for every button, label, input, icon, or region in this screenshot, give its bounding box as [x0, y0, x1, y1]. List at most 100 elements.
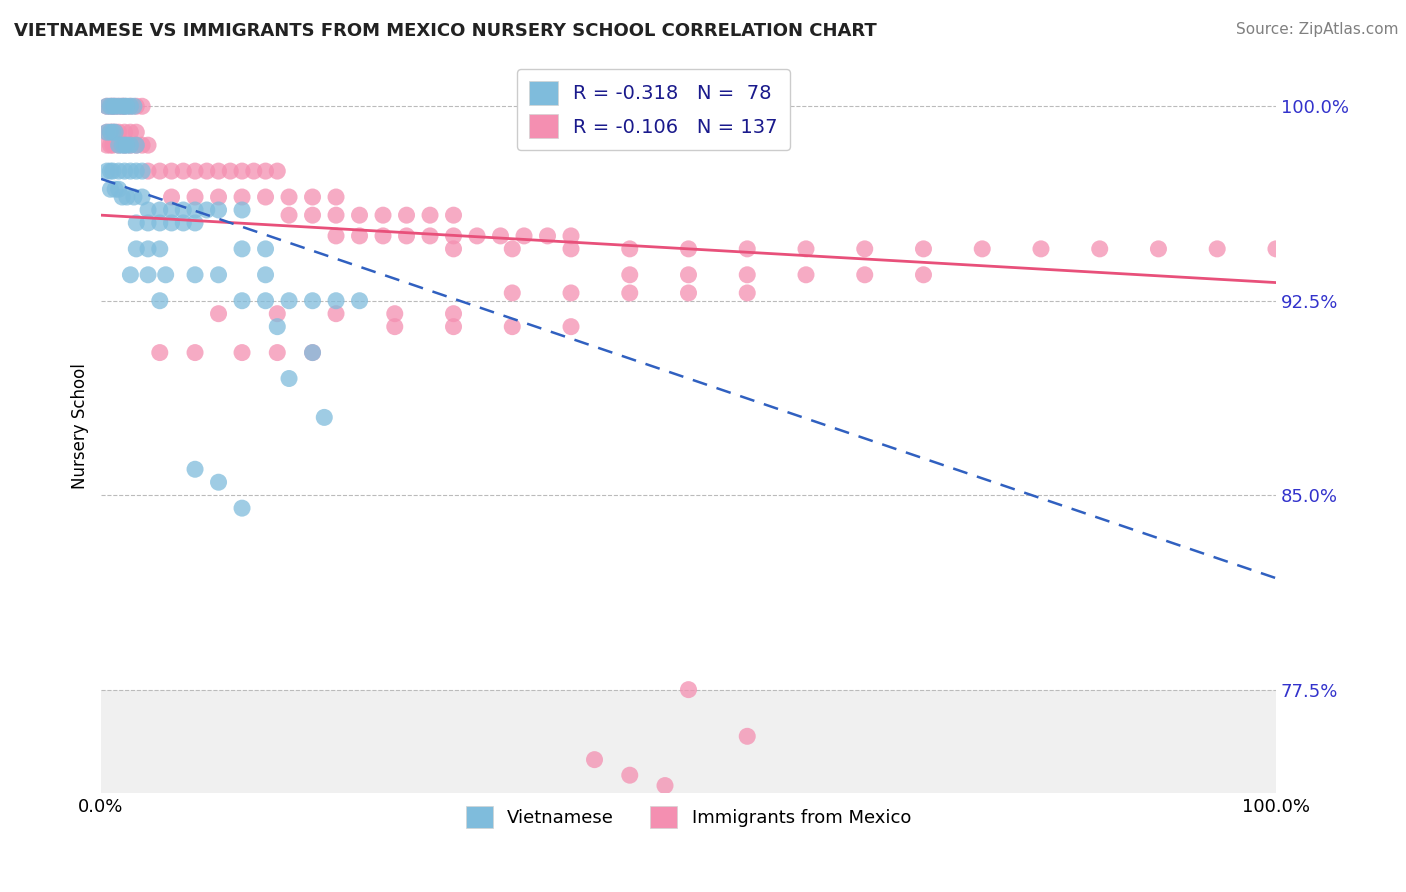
Point — [107, 99, 129, 113]
Point — [120, 268, 142, 282]
Point — [254, 190, 277, 204]
Point — [155, 268, 177, 282]
Point — [254, 293, 277, 308]
Point — [243, 164, 266, 178]
Point — [419, 228, 441, 243]
Point — [136, 138, 159, 153]
Point — [395, 228, 418, 243]
Point — [619, 768, 641, 782]
Legend: Vietnamese, Immigrants from Mexico: Vietnamese, Immigrants from Mexico — [458, 799, 918, 836]
Point — [125, 125, 148, 139]
Point — [1088, 242, 1111, 256]
Point — [853, 242, 876, 256]
Point — [96, 138, 118, 153]
Point — [325, 228, 347, 243]
Point — [349, 293, 371, 308]
Point — [678, 285, 700, 300]
Point — [136, 164, 159, 178]
Point — [395, 208, 418, 222]
Point — [384, 319, 406, 334]
Point — [96, 164, 118, 178]
Point — [100, 125, 122, 139]
Point — [184, 345, 207, 359]
Point — [619, 242, 641, 256]
Point — [443, 242, 465, 256]
Point — [115, 190, 138, 204]
Point — [104, 125, 127, 139]
Point — [349, 208, 371, 222]
Point — [160, 202, 183, 217]
Point — [115, 99, 138, 113]
Point — [149, 202, 172, 217]
Point — [120, 138, 142, 153]
Point — [104, 99, 127, 113]
Point — [278, 208, 301, 222]
Point — [301, 293, 323, 308]
Point — [301, 345, 323, 359]
Point — [131, 99, 153, 113]
Point — [678, 242, 700, 256]
Point — [131, 190, 153, 204]
Point — [325, 293, 347, 308]
Point — [443, 319, 465, 334]
Point — [619, 268, 641, 282]
Point — [513, 228, 536, 243]
Point — [278, 293, 301, 308]
Point — [111, 138, 134, 153]
Point — [107, 138, 129, 153]
Point — [266, 319, 288, 334]
Point — [120, 164, 142, 178]
Point — [131, 138, 153, 153]
Point — [101, 164, 124, 178]
Point — [207, 202, 229, 217]
Point — [501, 319, 523, 334]
Point — [136, 202, 159, 217]
Point — [195, 202, 218, 217]
Point — [172, 216, 194, 230]
Point — [114, 99, 136, 113]
Point — [583, 753, 606, 767]
Point — [912, 268, 935, 282]
Point — [100, 138, 122, 153]
Point — [501, 285, 523, 300]
Point — [314, 410, 336, 425]
Point — [443, 228, 465, 243]
Point — [207, 475, 229, 490]
Point — [195, 164, 218, 178]
Point — [172, 202, 194, 217]
Point — [149, 345, 172, 359]
Point — [125, 138, 148, 153]
Point — [912, 242, 935, 256]
Point — [149, 242, 172, 256]
Point — [301, 345, 323, 359]
Point — [100, 99, 122, 113]
Point — [120, 125, 142, 139]
Point — [266, 307, 288, 321]
Point — [231, 242, 253, 256]
Point — [136, 268, 159, 282]
Point — [266, 345, 288, 359]
Point — [120, 99, 142, 113]
Point — [619, 285, 641, 300]
Point — [207, 307, 229, 321]
Point — [101, 125, 124, 139]
Point — [465, 228, 488, 243]
Point — [172, 164, 194, 178]
Point — [443, 307, 465, 321]
Point — [125, 99, 148, 113]
Point — [254, 242, 277, 256]
Point — [678, 268, 700, 282]
Point — [114, 138, 136, 153]
Point — [107, 138, 129, 153]
Point — [735, 729, 758, 743]
Point — [122, 99, 145, 113]
Point — [136, 242, 159, 256]
Point — [207, 268, 229, 282]
Point — [1029, 242, 1052, 256]
Point — [654, 779, 676, 793]
Point — [114, 99, 136, 113]
Point — [136, 216, 159, 230]
Point — [114, 164, 136, 178]
Point — [101, 99, 124, 113]
Point — [184, 268, 207, 282]
